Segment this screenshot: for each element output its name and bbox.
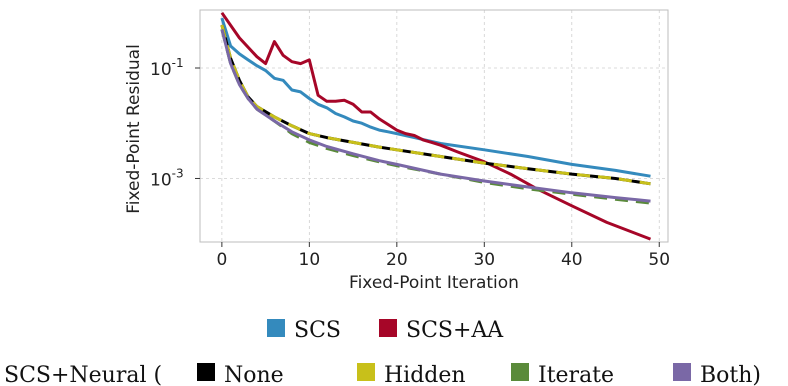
- series-line-both: [220, 29, 651, 203]
- x-tick-label: 50: [648, 250, 670, 270]
- y-tick-label: 10-3: [150, 166, 184, 190]
- y-axis: 10-1 10-3: [150, 56, 200, 190]
- grid: [200, 10, 668, 242]
- x-tick-label: 0: [216, 250, 227, 270]
- legend-swatch-scs: [267, 319, 285, 337]
- legend-label-hidden: Hidden: [384, 363, 466, 386]
- x-tick-label: 20: [386, 250, 408, 270]
- series-line-none: [220, 24, 651, 186]
- legend-group-prefix: SCS+Neural (: [4, 363, 162, 386]
- y-tick-label: 10-1: [150, 56, 184, 80]
- plot-frame: [199, 9, 669, 243]
- x-axis: 0 10 20 30 40 50: [216, 242, 670, 270]
- legend-swatch-iterate: [511, 363, 529, 381]
- series-line-scs: [220, 17, 651, 178]
- legend-label-scs-aa: SCS+AA: [406, 318, 504, 343]
- legend-swatch-scs-aa: [379, 319, 397, 337]
- series-line-scs-aa: [220, 11, 652, 241]
- legend: SCS SCS+AA SCS+Neural ( None Hidden Iterate Bo…: [4, 318, 761, 386]
- legend-label-scs: SCS: [294, 318, 341, 343]
- legend-swatch-none: [197, 363, 215, 381]
- series-lines: [220, 11, 652, 241]
- legend-label-none: None: [224, 363, 284, 386]
- x-tick-label: 40: [561, 250, 583, 270]
- x-tick-label: 30: [473, 250, 495, 270]
- legend-swatch-hidden: [357, 363, 375, 381]
- series-line-hidden: [220, 24, 651, 186]
- legend-label-both: Both): [700, 363, 761, 386]
- x-axis-label: Fixed-Point Iteration: [349, 273, 519, 293]
- legend-label-iterate: Iterate: [538, 363, 614, 386]
- y-axis-label: Fixed-Point Residual: [124, 44, 144, 214]
- legend-swatch-both: [673, 363, 691, 381]
- x-tick-label: 10: [299, 250, 321, 270]
